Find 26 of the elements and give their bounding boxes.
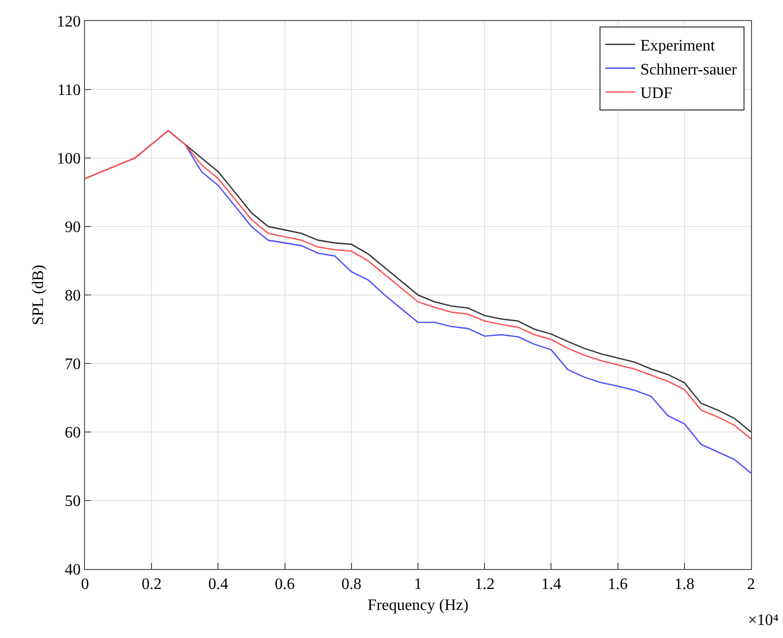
x-tick-label: 1.8 [674, 576, 694, 594]
legend-label: Schhnerr-sauer [640, 61, 738, 78]
legend-label: Experiment [640, 38, 716, 55]
x-axis-title: Frequency (Hz) [368, 596, 468, 614]
x-tick-label: 0.6 [274, 576, 295, 594]
x-tick-label: 2 [747, 576, 755, 594]
x-tick-label: 0.8 [341, 576, 362, 594]
y-tick-label: 110 [57, 82, 81, 100]
y-tick-label: 40 [64, 562, 81, 579]
legend-label: UDF [640, 85, 672, 102]
x-tick-label: 1.2 [474, 576, 495, 594]
y-axis-title: SPL (dB) [30, 264, 47, 326]
y-tick-label: 100 [56, 150, 81, 168]
y-tick-label: 60 [64, 424, 81, 442]
y-tick-label: 50 [64, 493, 81, 510]
y-tick-label: 120 [56, 14, 81, 31]
y-tick-label: 90 [64, 219, 81, 236]
x-tick-label: 0 [81, 576, 89, 594]
x-tick-label: 0.4 [208, 576, 228, 594]
x-tick-label: 0.2 [142, 576, 162, 594]
x-tick-label: 1.4 [541, 576, 562, 594]
text: ×10⁴ [748, 612, 780, 629]
x-tick-label: 1.6 [608, 576, 628, 594]
y-tick-label: 80 [64, 288, 81, 305]
x-tick-label: 1 [414, 576, 422, 594]
y-tick-label: 70 [64, 356, 81, 374]
